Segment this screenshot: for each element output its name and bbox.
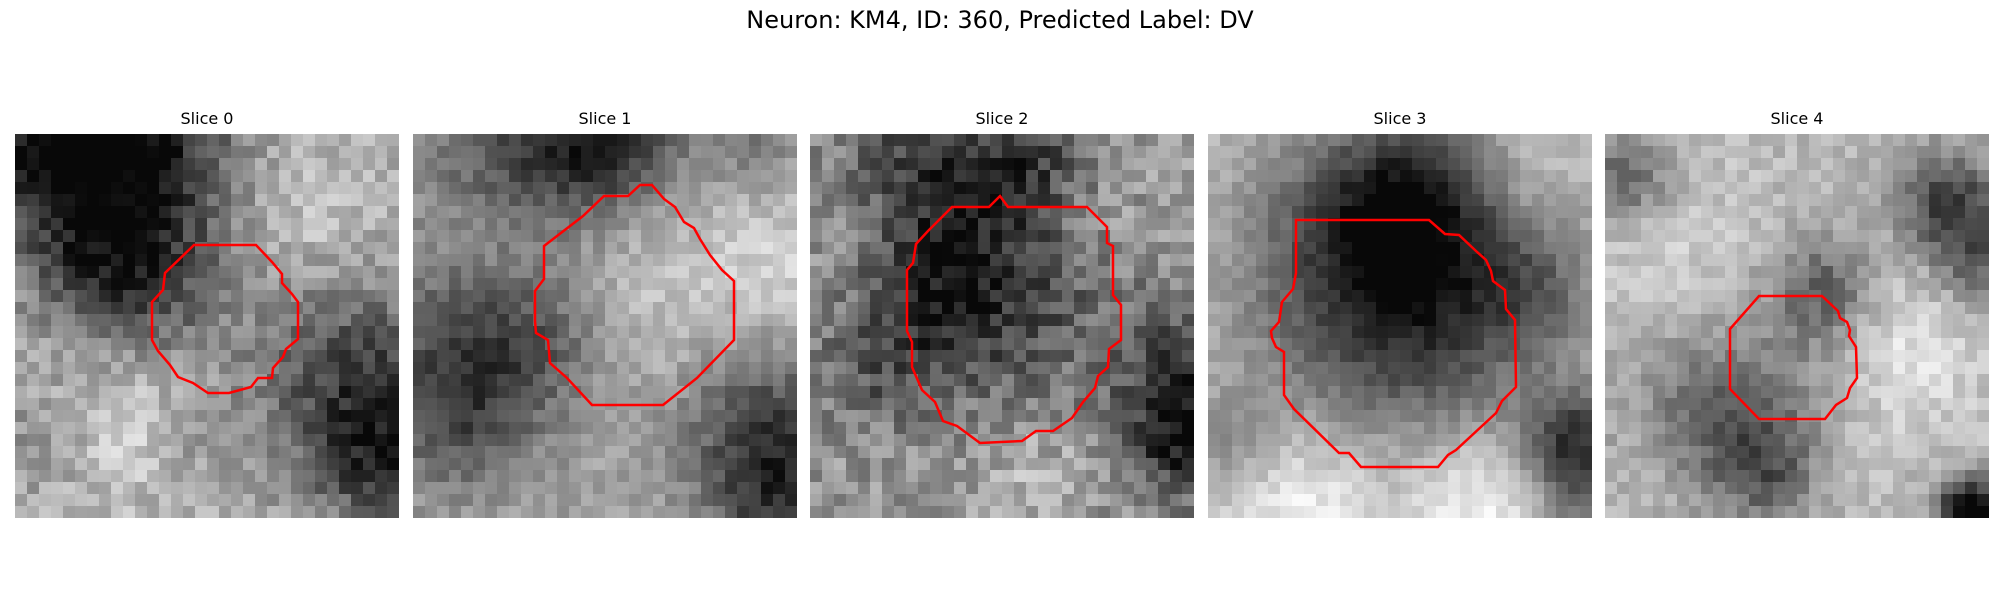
slice-panel-1: Slice 1 (413, 108, 797, 518)
slice-panel-4: Slice 4 (1605, 108, 1989, 518)
slice-image-0 (15, 134, 399, 518)
slice-panel-0: Slice 0 (15, 108, 399, 518)
slice-title-4: Slice 4 (1770, 109, 1824, 128)
slice-panel-2: Slice 2 (810, 108, 1194, 518)
slice-image-1 (413, 134, 797, 518)
figure-title: Neuron: KM4, ID: 360, Predicted Label: D… (746, 6, 1254, 34)
slice-image-3 (1208, 134, 1592, 518)
slice-image-4 (1605, 134, 1989, 518)
slice-title-1: Slice 1 (578, 109, 632, 128)
slice-title-2: Slice 2 (975, 109, 1029, 128)
slice-image-2 (810, 134, 1194, 518)
slice-panel-3: Slice 3 (1208, 108, 1592, 518)
slice-title-3: Slice 3 (1373, 109, 1427, 128)
slice-title-0: Slice 0 (180, 109, 234, 128)
